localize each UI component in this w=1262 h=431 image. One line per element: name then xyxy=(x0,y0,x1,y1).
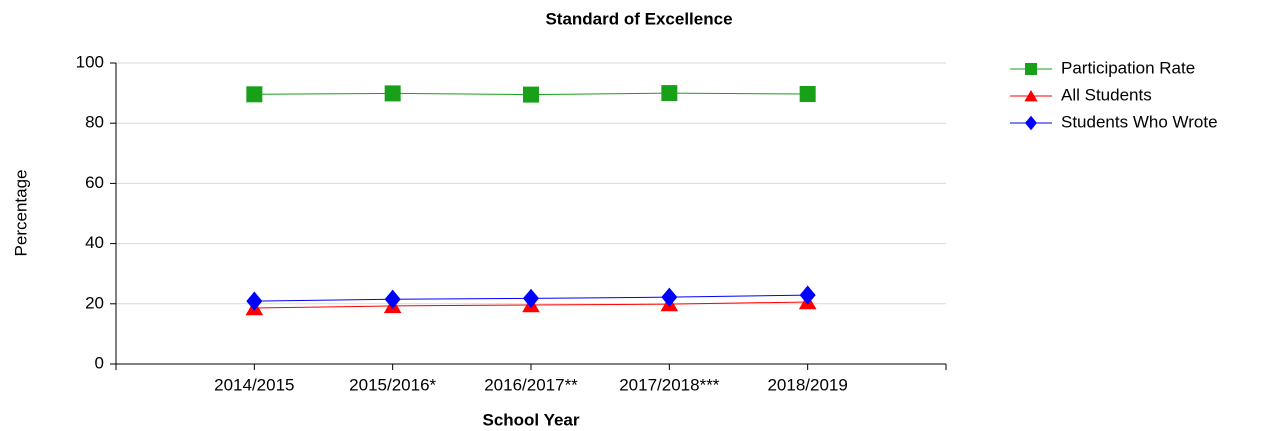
y-tick-label: 20 xyxy=(85,293,104,312)
x-tick-label: 2015/2016* xyxy=(349,375,436,394)
data-point xyxy=(246,291,263,311)
y-tick-label: 100 xyxy=(76,52,104,71)
y-tick-label: 60 xyxy=(85,173,104,192)
legend-marker xyxy=(1024,90,1038,102)
data-point xyxy=(661,287,678,307)
x-tick-label: 2014/2015 xyxy=(214,375,294,394)
legend-label: All Students xyxy=(1061,85,1152,104)
data-point xyxy=(246,86,263,103)
y-axis-title: Percentage xyxy=(11,170,30,257)
data-point xyxy=(799,285,816,305)
legend-label: Participation Rate xyxy=(1061,58,1195,77)
data-point xyxy=(523,288,539,308)
y-tick-label: 0 xyxy=(95,353,104,372)
legend-marker xyxy=(1025,63,1037,75)
data-point xyxy=(661,85,678,102)
x-tick-label: 2017/2018*** xyxy=(619,375,720,394)
legend-label: Students Who Wrote xyxy=(1061,112,1218,131)
y-tick-label: 40 xyxy=(85,233,104,252)
data-point xyxy=(384,289,401,309)
data-point xyxy=(384,85,401,102)
data-point xyxy=(799,86,816,103)
chart-title: Standard of Excellence xyxy=(545,9,732,28)
legend-marker xyxy=(1025,115,1037,131)
x-axis-title: School Year xyxy=(482,410,579,429)
x-tick-label: 2016/2017** xyxy=(484,375,578,394)
y-tick-label: 80 xyxy=(85,113,104,132)
x-tick-label: 2018/2019 xyxy=(767,375,847,394)
data-point xyxy=(523,86,539,103)
